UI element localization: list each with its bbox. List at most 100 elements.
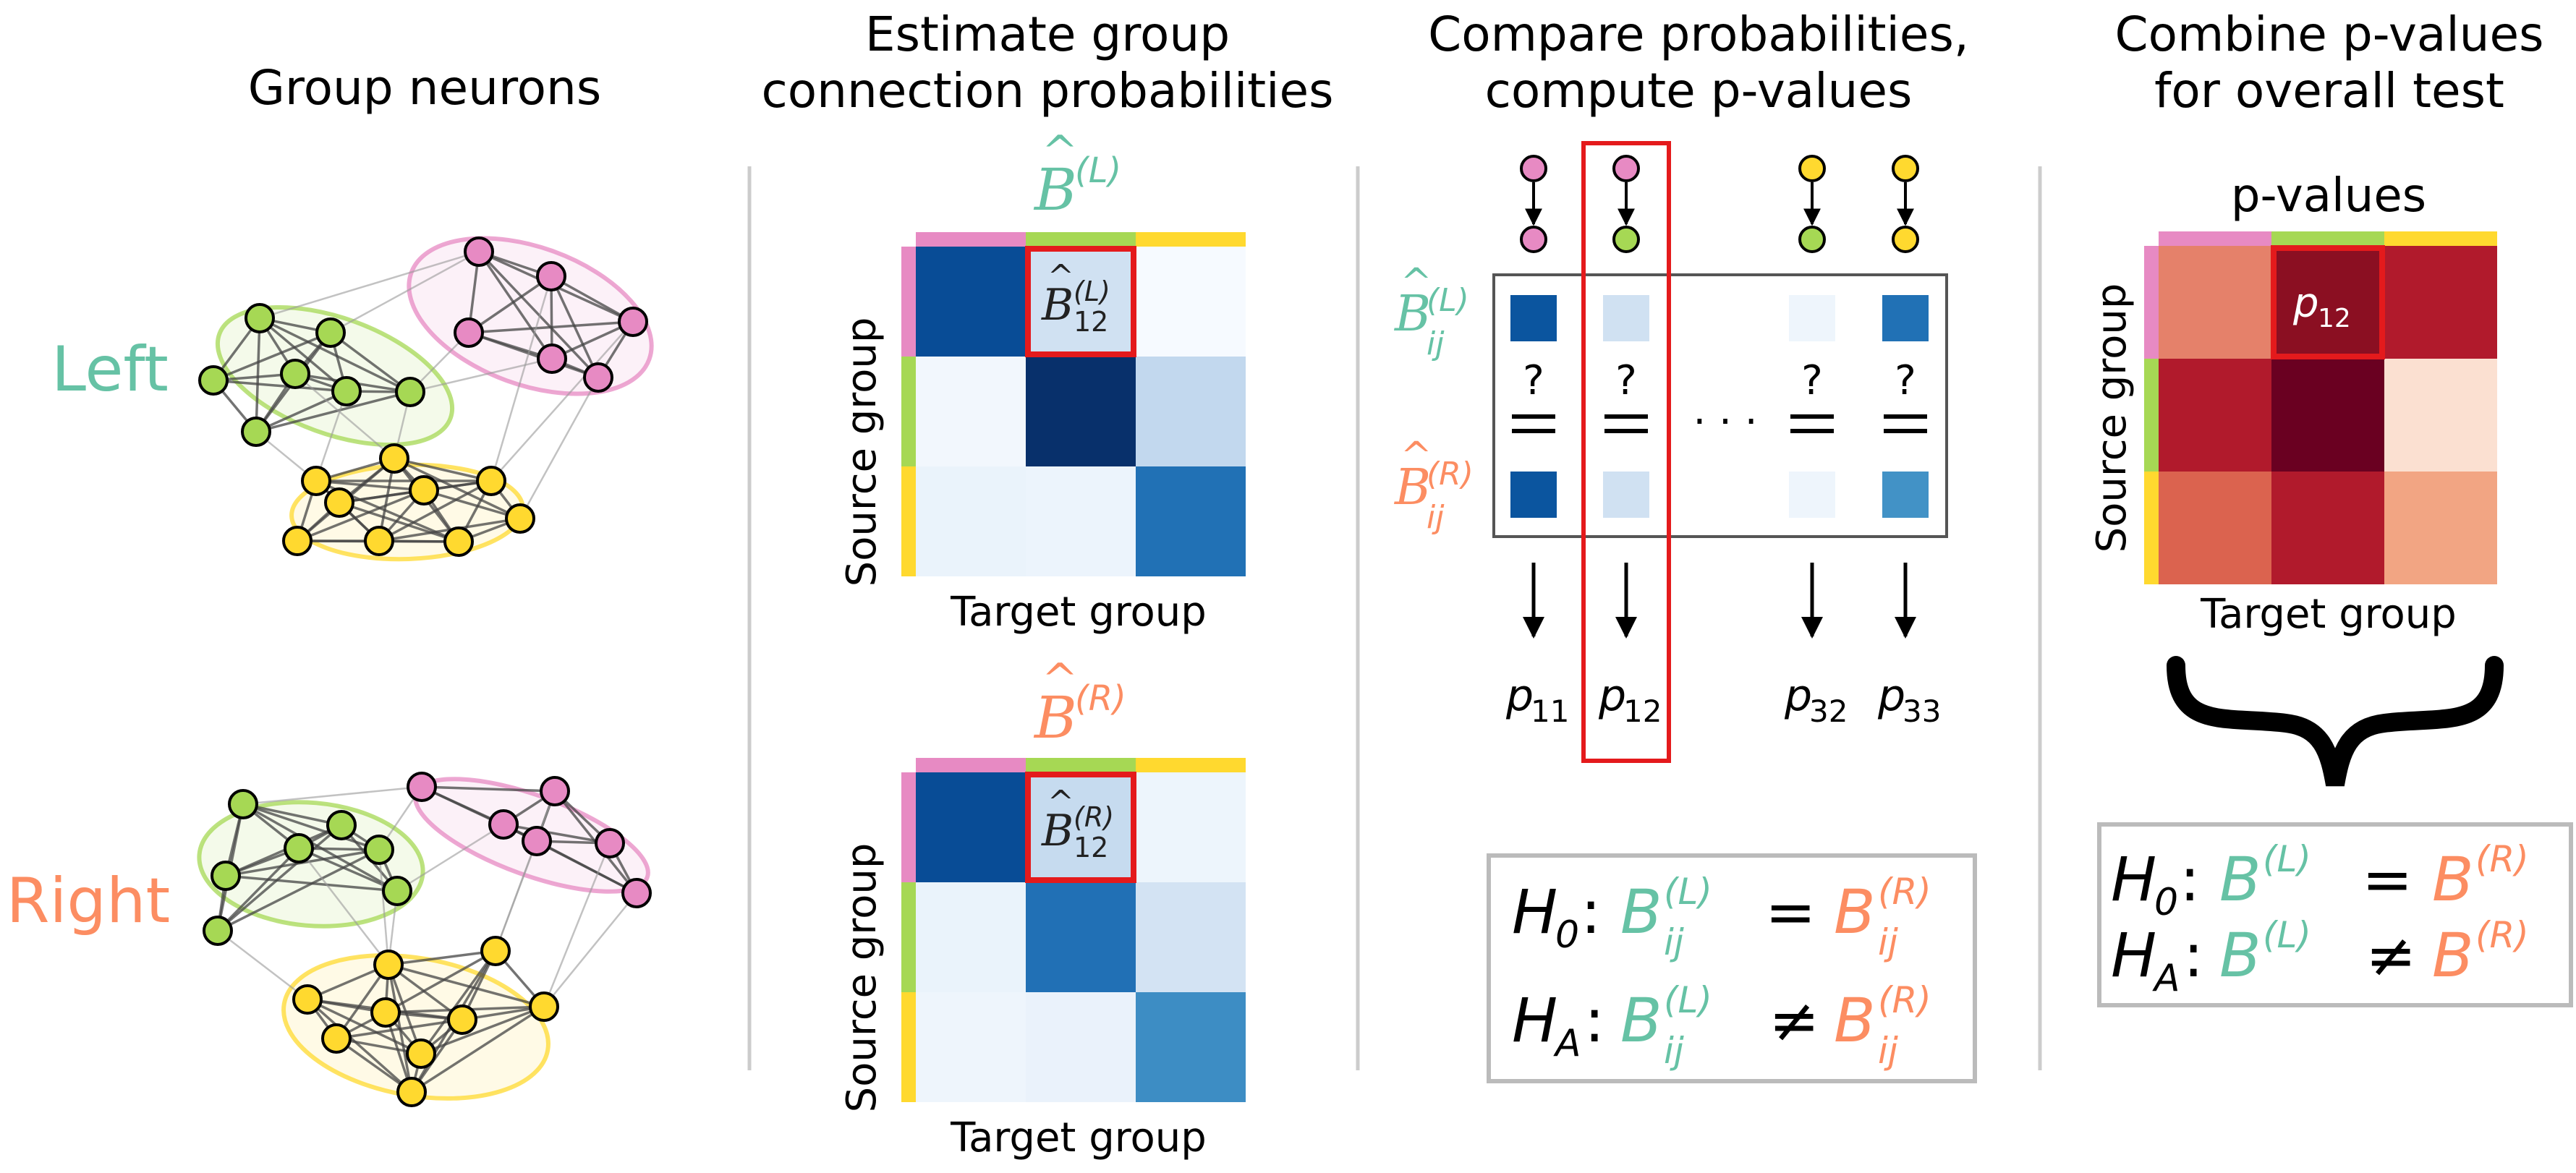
bij-L-sup: (L)	[1427, 282, 1469, 319]
neuron-node	[464, 236, 494, 267]
cell-31	[916, 466, 1026, 576]
neuron-node	[480, 936, 511, 966]
neuron-node	[476, 466, 506, 496]
question-mark: ?	[1523, 357, 1544, 404]
ha-BL: B	[2219, 920, 2261, 991]
neuron-node	[370, 997, 401, 1028]
target-node	[1892, 226, 1919, 253]
ellipsis: · · ·	[1693, 398, 1757, 445]
pvalue-sub: 33	[1903, 694, 1941, 729]
pvalue-label: p	[1784, 670, 1812, 721]
source-group-bar	[2144, 472, 2159, 584]
hat-mark-L: ^	[1042, 127, 1078, 177]
panel-estimate: Estimate group connection probabilities …	[761, 7, 1333, 1161]
neuron-node	[379, 443, 409, 474]
cell-12	[1026, 247, 1136, 357]
neuron-node	[301, 466, 331, 496]
neuron-node	[454, 317, 484, 348]
network-right	[197, 772, 652, 1107]
panel3-title-line2: compute p-values	[1485, 63, 1913, 119]
edge	[242, 803, 342, 827]
edge	[329, 331, 412, 393]
edge	[420, 950, 497, 1055]
edge	[378, 479, 492, 542]
edge	[259, 317, 411, 393]
edge	[306, 998, 413, 1093]
edge	[420, 1005, 545, 1055]
bhat-left-label: B ^ (L)	[1033, 127, 1121, 223]
pvalue-label: p	[1877, 670, 1905, 721]
edge	[213, 379, 347, 393]
h0-overall: H 0 : B (L) = B (R)	[2111, 838, 2529, 924]
cell-23	[1136, 357, 1246, 466]
cell-21	[2159, 359, 2271, 472]
neuron-node	[364, 526, 394, 556]
pvalue-sub: 11	[1531, 694, 1569, 729]
neuron-node	[228, 789, 258, 819]
target-group-bar	[916, 758, 1026, 772]
cell-23	[2384, 359, 2497, 472]
source-node	[1612, 155, 1640, 182]
panel3-title-line1: Compare probabilities,	[1428, 7, 1969, 62]
neuron-node	[326, 810, 357, 840]
edge	[315, 479, 425, 492]
neuron-node	[406, 1038, 436, 1069]
ha-ij-colon: :	[1584, 985, 1604, 1056]
ylabel-pmatrix: Source group	[2088, 283, 2135, 553]
h0-ij-BR-sub: ij	[1878, 921, 1898, 963]
target-group-bar	[2159, 231, 2271, 246]
neuron-node	[245, 303, 275, 333]
neuron-node	[595, 828, 625, 858]
h0-ij-BL-sup: (L)	[1664, 871, 1712, 913]
cell-11	[916, 772, 1026, 882]
ha-overall: H A : B (L) ≠ B (R)	[2111, 914, 2529, 1000]
neuron-node	[529, 991, 559, 1022]
edge	[315, 391, 348, 482]
h0-ij-colon: :	[1581, 876, 1601, 947]
target-group-bar	[916, 232, 1026, 247]
edge	[298, 847, 398, 892]
ylabel-matrix-L: Source group	[838, 317, 885, 587]
cell-label-sup: (R)	[1074, 801, 1114, 833]
ha-H: H	[2111, 920, 2156, 991]
neuron-node	[321, 1023, 352, 1054]
cell-21	[916, 882, 1026, 992]
target-group-bar	[2384, 231, 2497, 246]
highlight-cell-12	[1025, 246, 1136, 357]
edge	[490, 321, 634, 482]
edge	[394, 457, 521, 520]
cell-21	[916, 357, 1026, 466]
cell-label-hat: ^	[1047, 258, 1074, 295]
bij-R-sub: ij	[1427, 499, 1445, 536]
edge	[477, 250, 600, 379]
cell-13	[2384, 246, 2497, 359]
bhat-R-sup: (R)	[1075, 678, 1126, 719]
neuron-node	[364, 835, 394, 865]
pvalue-sub: 32	[1809, 694, 1848, 729]
ha-sub: A	[2152, 957, 2180, 1000]
cell-label-sub: 12	[1074, 306, 1108, 338]
target-node	[1520, 226, 1547, 253]
cell-label-sub: 12	[1074, 832, 1108, 863]
ha-ij-H: H	[1512, 985, 1557, 1056]
cell-label-B: B	[1041, 806, 1074, 856]
question-mark: ?	[1615, 357, 1637, 404]
cell-label-hat: ^	[1047, 784, 1074, 821]
source-node	[1798, 155, 1826, 182]
neuron-node	[447, 1004, 477, 1035]
edge	[388, 963, 545, 1008]
neuron-node	[211, 861, 241, 891]
neuron-node	[292, 984, 323, 1015]
edge	[477, 251, 553, 359]
edge	[307, 998, 422, 1055]
edge	[423, 489, 521, 520]
edge	[217, 930, 308, 1000]
target-group-bar	[1136, 232, 1246, 247]
cell-22	[1026, 357, 1136, 466]
h0-ij-BL: B	[1620, 876, 1662, 947]
edge	[217, 848, 380, 932]
edge	[339, 501, 459, 543]
target-node	[1612, 226, 1640, 253]
edge	[503, 823, 611, 845]
cell-32	[1026, 466, 1136, 576]
